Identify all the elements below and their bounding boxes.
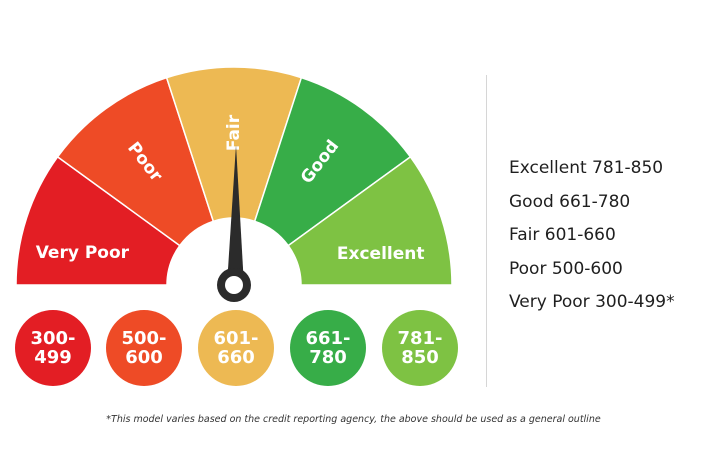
range-circle-3: 601- 660 xyxy=(198,310,274,386)
range-circle-bottom-text: 499 xyxy=(34,347,72,368)
footnote: *This model varies based on the credit r… xyxy=(106,414,601,425)
legend-item-fair: Fair 601-660 xyxy=(509,225,616,245)
legend-item-good: Good 661-780 xyxy=(509,191,631,212)
divider xyxy=(486,75,487,387)
range-circle-top-text: 300- xyxy=(30,328,76,349)
range-circle-bottom-text: 660 xyxy=(217,347,255,368)
legend-item-excellent: Excellent 781-850 xyxy=(509,158,664,178)
range-circle-4: 661- 780 xyxy=(290,310,366,386)
range-circle-top-text: 500- xyxy=(121,328,167,349)
needle-hub-center xyxy=(225,276,243,294)
gauge-needle xyxy=(217,145,251,302)
range-circle-bottom-text: 600 xyxy=(125,347,163,368)
gauge-segment-very-poor xyxy=(15,155,181,286)
legend-item-very-poor: Very Poor 300-499* xyxy=(509,292,675,312)
score-legend: Excellent 781-850 Good 661-780 Fair 601-… xyxy=(509,156,675,324)
gauge-segment-excellent xyxy=(287,155,453,286)
range-circle-1: 300- 499 xyxy=(15,310,91,386)
gauge-label-excellent: Excellent xyxy=(337,244,425,264)
gauge-label-very-poor: Very Poor xyxy=(36,243,130,263)
range-circle-top-text: 781- xyxy=(397,328,443,349)
gauge-segment-poor xyxy=(56,76,215,247)
range-circle-5: 781- 850 xyxy=(382,310,458,386)
gauge-segment-fair xyxy=(165,66,303,223)
range-circle-bottom-text: 780 xyxy=(309,347,347,368)
gauge-label-fair: Fair xyxy=(224,114,244,151)
range-circle-top-text: 601- xyxy=(213,328,259,349)
range-circle-bottom-text: 850 xyxy=(401,347,439,368)
range-circle-top-text: 661- xyxy=(305,328,351,349)
legend-item-poor: Poor 500-600 xyxy=(509,258,623,279)
gauge-segment-good xyxy=(253,76,412,247)
range-circle-2: 500- 600 xyxy=(106,310,182,386)
needle-pointer xyxy=(227,145,244,277)
